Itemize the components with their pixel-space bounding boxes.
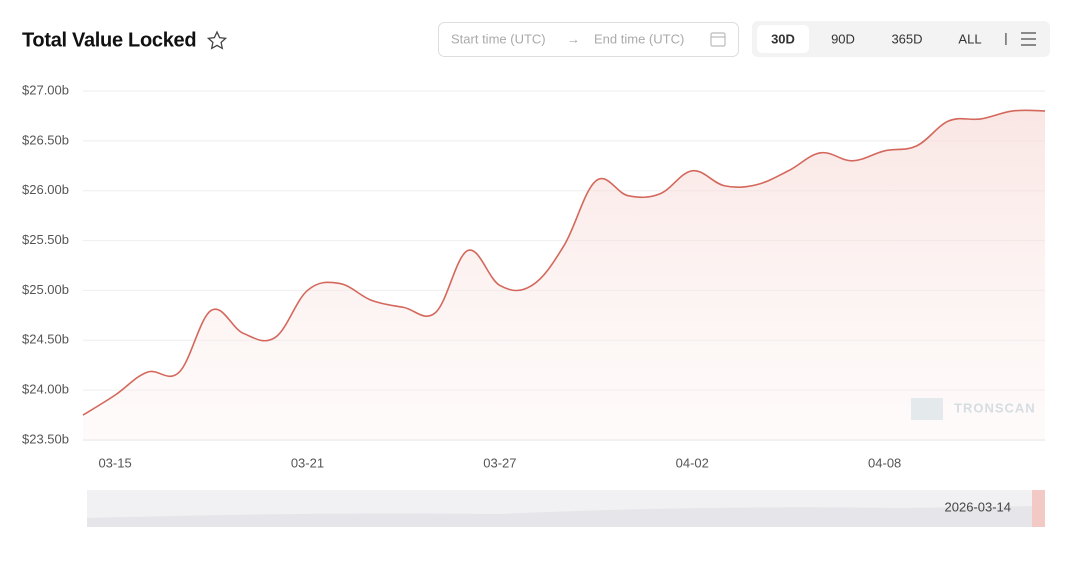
- y-tick-label: $25.50b: [22, 232, 69, 247]
- range-button[interactable]: ALL: [958, 31, 981, 46]
- x-tick-label: 03-21: [291, 455, 324, 470]
- y-tick-label: $27.00b: [22, 82, 69, 97]
- y-tick-label: $24.50b: [22, 332, 69, 347]
- start-time: Start time (UTC): [451, 31, 546, 46]
- y-tick-label: $26.50b: [22, 132, 69, 147]
- menu-icon[interactable]: [1021, 32, 1036, 46]
- separator: |: [1004, 30, 1007, 45]
- arrow: →: [567, 31, 580, 46]
- calendar-icon: [710, 32, 726, 47]
- line: [82, 109, 1046, 416]
- y-tick-label: $25.00b: [22, 282, 69, 297]
- slider-preview: [87, 506, 1045, 527]
- slider-handle[interactable]: [1032, 490, 1045, 527]
- slider-label: 2026-03-14: [945, 499, 1012, 514]
- favorite-star[interactable]: [206, 30, 228, 50]
- area: [83, 110, 1045, 440]
- x-tick-label: 03-27: [483, 455, 516, 470]
- range-toolbar: [752, 21, 1050, 57]
- chart-title: Total Value Locked: [22, 29, 196, 51]
- watermark: TRONSCAN: [954, 400, 1036, 415]
- range-button-active[interactable]: [757, 25, 809, 53]
- watermark-logo: [911, 398, 943, 420]
- range-button[interactable]: 90D: [831, 31, 855, 46]
- date-range-input[interactable]: [438, 22, 739, 57]
- x-tick-label: 03-15: [98, 455, 131, 470]
- y-tick-label: $24.00b: [22, 382, 69, 397]
- x-tick-label: 04-08: [868, 455, 901, 470]
- y-tick-label: $26.00b: [22, 182, 69, 197]
- y-tick-label: $23.50b: [22, 431, 69, 446]
- range-button[interactable]: 365D: [891, 31, 922, 46]
- end-time: End time (UTC): [594, 31, 684, 46]
- x-tick-label: 04-02: [676, 455, 709, 470]
- range-button[interactable]: 30D: [771, 31, 795, 46]
